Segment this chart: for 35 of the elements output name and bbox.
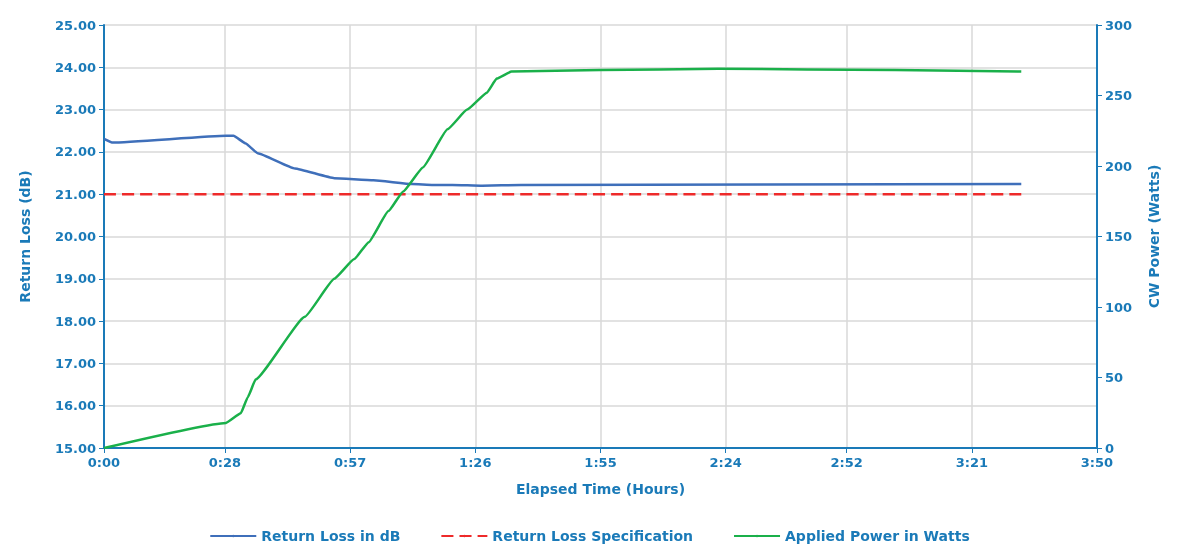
y-tick-label: 18.00 — [54, 313, 96, 329]
y-tick-label: 16.00 — [54, 398, 96, 414]
x-tick-label: 0:57 — [333, 455, 367, 470]
y-axis-title: Return Loss (dB) — [17, 170, 33, 303]
x-tick-label: 3:50 — [1080, 455, 1114, 470]
x-tick-label: 2:52 — [830, 455, 863, 470]
y2-tick-label: 50 — [1105, 370, 1124, 385]
y-tick-label: 17.00 — [54, 355, 96, 371]
y2-tick-label: 150 — [1105, 229, 1133, 244]
line-series — [102, 134, 1023, 187]
y2-tick-label: 0 — [1105, 440, 1115, 456]
y-tick-label: 19.00 — [54, 271, 96, 287]
y2-axis-title: CW Power (Watts) — [1146, 164, 1162, 309]
x-tick-label: 3:21 — [955, 455, 988, 470]
y-tick-label: 22.00 — [54, 144, 96, 160]
y2-tick-label: 100 — [1105, 299, 1133, 315]
x-axis-title: Elapsed Time (Hours) — [515, 481, 686, 497]
line-series — [102, 67, 1023, 450]
x-tick-label: 2:24 — [709, 455, 742, 470]
y-tick-label: 24.00 — [54, 59, 96, 75]
y-tick-label: 23.00 — [54, 102, 96, 118]
x-tick-label: 1:55 — [584, 455, 617, 470]
y2-tick-label: 300 — [1105, 17, 1133, 33]
legend-label: Return Loss in dB — [261, 528, 401, 544]
x-tick-label: 0:00 — [87, 455, 121, 470]
x-tick-label: 0:28 — [208, 455, 242, 470]
y2-tick-label: 200 — [1105, 158, 1133, 174]
y-tick-label: 21.00 — [54, 186, 96, 202]
y-tick-label: 25.00 — [54, 17, 96, 33]
y-tick-label: 15.00 — [54, 440, 96, 456]
x-tick-label: 1:26 — [459, 455, 492, 470]
legend-label: Applied Power in Watts — [785, 528, 970, 544]
y-tick-label: 20.00 — [54, 229, 96, 244]
y2-tick-label: 250 — [1105, 88, 1133, 103]
legend-label: Return Loss Specification — [492, 528, 694, 544]
